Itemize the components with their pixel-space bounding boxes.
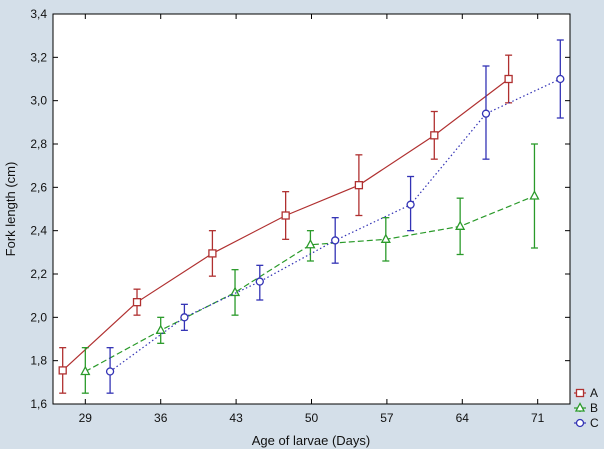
y-tick-label: 2,0: [30, 310, 47, 324]
data-point: [455, 220, 466, 230]
legend-item-A: A: [574, 386, 598, 400]
x-tick-label: 57: [380, 411, 394, 425]
y-tick-label: 3,4: [30, 7, 47, 21]
legend: ABC: [574, 386, 599, 430]
data-point: [430, 131, 439, 140]
x-axis-title: Age of larvae (Days): [252, 433, 371, 448]
data-point: [155, 324, 166, 334]
data-point: [305, 238, 316, 249]
legend-item-B: B: [574, 401, 598, 415]
legend-label: A: [590, 386, 598, 400]
x-tick-label: 50: [305, 411, 319, 425]
legend-marker: [575, 418, 585, 428]
y-tick-label: 3,2: [30, 50, 47, 64]
data-point: [406, 200, 415, 209]
y-tick-label: 1,8: [30, 354, 47, 368]
data-point: [229, 286, 241, 297]
y-tick-label: 2,2: [30, 267, 47, 281]
data-point: [255, 277, 264, 286]
series-A: [58, 54, 513, 394]
data-point: [380, 233, 391, 243]
legend-item-C: C: [574, 416, 599, 430]
legend-marker: [574, 402, 586, 412]
y-tick-label: 2,6: [30, 180, 47, 194]
data-point: [529, 190, 540, 200]
plot-area: [52, 13, 571, 405]
series-C: [105, 39, 565, 394]
x-tick-label: 64: [456, 411, 470, 425]
x-tick-label: 36: [154, 411, 168, 425]
data-point: [58, 366, 67, 375]
data-point: [80, 365, 91, 376]
data-point: [504, 74, 513, 84]
y-tick-label: 1,6: [30, 397, 47, 411]
data-point: [556, 74, 565, 84]
y-tick-label: 2,4: [30, 224, 47, 238]
data-point: [331, 236, 340, 245]
x-tick-label: 71: [531, 411, 545, 425]
x-tick-label: 43: [229, 411, 243, 425]
legend-marker: [575, 388, 585, 398]
data-point: [354, 181, 364, 190]
series-B: [80, 143, 540, 394]
tick-layer: 1,6 1,8 2,0 2,2 2,4 2,6 2,8 3,0 3,2 3,4 29 36 43 50 57…: [30, 7, 570, 425]
y-tick-label: 3,0: [30, 94, 47, 108]
legend-label: B: [590, 401, 598, 415]
y-tick-label: 2,8: [30, 137, 47, 151]
data-point: [208, 249, 217, 258]
x-tick-label: 29: [79, 411, 93, 425]
data-point: [281, 211, 290, 220]
data-point: [481, 109, 491, 118]
data-point: [105, 367, 115, 376]
series-layer: [58, 39, 565, 394]
data-point: [132, 298, 142, 307]
data-point: [180, 313, 189, 322]
legend-label: C: [590, 416, 599, 430]
y-axis-title: Fork length (cm): [3, 162, 18, 257]
